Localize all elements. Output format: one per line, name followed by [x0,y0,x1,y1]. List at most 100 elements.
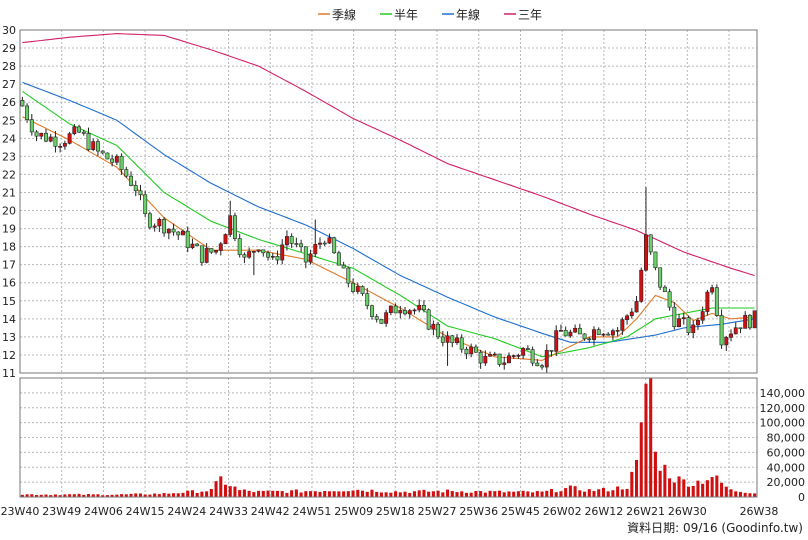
candle [322,240,327,247]
volume-bar [370,489,374,497]
volume-bar [86,493,91,497]
candle [747,314,752,330]
candle [181,229,185,236]
price-panel-frame [19,29,758,374]
candle [289,233,294,248]
candle [653,251,658,271]
volume-bar [701,483,705,497]
volume-bar [153,493,157,497]
candle [34,130,39,142]
x-tick-label: 23W40 [1,505,40,518]
volume-bar [460,491,464,497]
volume-bar [601,487,605,497]
volume-bar [309,491,313,497]
volume-bar [223,484,228,497]
volume-bar [63,494,67,497]
candle [450,334,455,348]
candle [610,328,615,341]
volume-bar [242,489,246,497]
candle [714,284,719,318]
volume-bar [573,486,577,497]
volume-bar [705,480,709,497]
x-tick-label: 25W18 [376,505,415,518]
candle [596,327,601,336]
candle [185,226,190,253]
volume-bar [129,493,133,497]
volume-bar [531,492,535,497]
candle [577,323,582,335]
price-tick-label: 27 [2,78,16,91]
x-tick-label: 24W06 [84,505,123,518]
price-axis: 11 12 13 14 15 16 17 18 19 20 21 22 23 24 25 26 27 28 29 30 [2,24,16,380]
candle [426,308,431,331]
price-tick-label: 11 [2,367,16,380]
candle [138,184,143,201]
candle [379,318,384,324]
x-tick-label: 26W12 [584,505,623,518]
volume-bar [39,494,43,497]
volume-bar [568,485,572,497]
volume-bar [351,490,355,497]
volume-bar [228,486,232,497]
volume-bar [365,491,369,497]
price-tick-label: 26 [2,96,16,109]
candle [729,329,733,342]
volume-tick-label: 140,000 [760,387,806,400]
candle [346,266,351,288]
volume-bar [30,494,34,497]
candle [601,333,606,337]
candle [332,236,337,255]
volume-bar [233,486,237,497]
candle [25,103,30,123]
volume-bar [616,486,620,497]
candle [497,353,502,367]
candle [436,322,441,339]
candle [119,153,124,175]
volume-bar [120,494,124,497]
price-tick-label: 15 [2,295,16,308]
volume-bar [578,490,582,497]
candle [294,237,299,248]
candle [662,285,667,293]
volume-bar [186,490,190,497]
volume-bar [720,482,724,497]
volume-bar [257,490,261,497]
volume-bar [157,494,161,497]
candle [592,326,596,346]
candle [483,350,488,366]
x-tick-label: 26W38 [740,505,779,518]
candle [261,249,266,257]
volume-bar [715,475,719,497]
volume-bar [337,491,341,497]
volume-bar [474,491,478,497]
volume-bar [412,491,417,497]
price-tick-label: 25 [2,114,16,127]
volume-bar [375,491,379,497]
volume-bar [502,492,506,497]
volume-bar [644,383,648,497]
volume-bar [247,490,251,497]
candle [558,324,563,332]
volume-bar [384,492,388,497]
volume-bar [96,494,100,497]
volume-bar [658,470,662,497]
candle [488,351,493,357]
volume-bar [49,495,53,497]
candle [667,288,672,311]
price-tick-label: 24 [2,132,16,145]
candle [686,315,691,336]
candle [199,245,204,266]
candle [743,311,748,329]
volume-bar [294,489,298,497]
volume-bar [101,495,105,497]
volume-bar [677,476,681,497]
candle [313,219,318,258]
x-tick-label: 24W33 [209,505,248,518]
volume-bar [205,491,209,497]
volume-bar [672,482,676,497]
x-tick-label: 25W27 [418,505,457,518]
candle [440,331,445,347]
volume-bar [261,490,265,497]
price-tick-label: 22 [2,168,16,181]
